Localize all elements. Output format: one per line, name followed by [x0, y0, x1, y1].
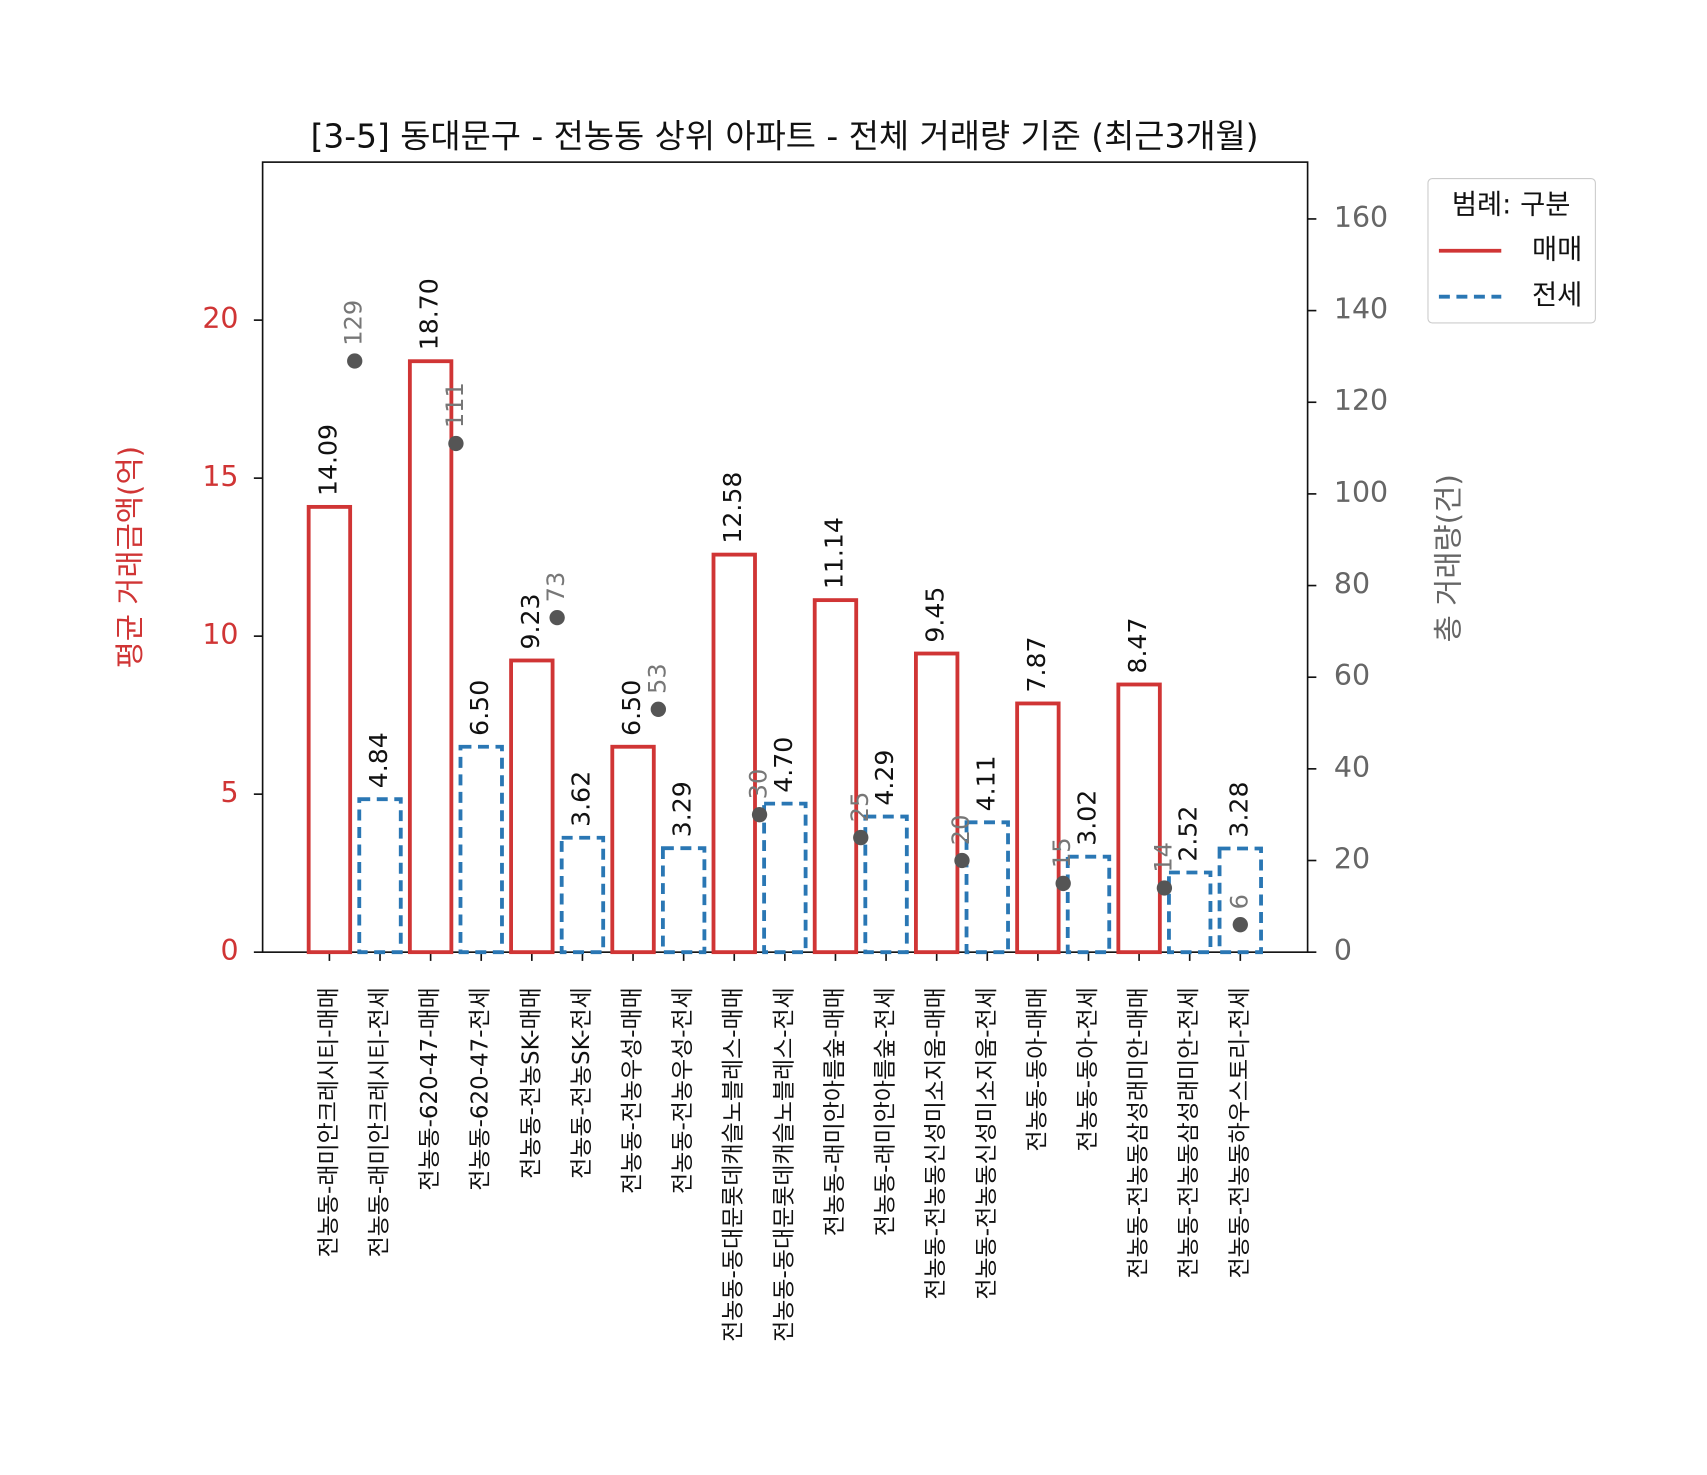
bar — [509, 658, 555, 955]
y-tick-label: 5 — [220, 776, 238, 809]
count-label: 53 — [643, 663, 671, 694]
x-tick-label: 전농동-전농우성-매매 — [620, 987, 646, 1194]
count-dot — [650, 701, 667, 717]
bar — [610, 744, 656, 955]
x-tick-label: 전농동-래미안아름숲-전세 — [873, 987, 899, 1236]
y2-tick-label: 80 — [1334, 568, 1370, 601]
count-label: 129 — [340, 300, 368, 346]
bar — [914, 651, 960, 955]
x-tick-label: 전농동-전농동신성미소지움-매매 — [923, 987, 949, 1299]
bar-value-label: 7.87 — [1022, 636, 1051, 692]
count-label: 25 — [846, 792, 874, 823]
bar-value-label: 18.70 — [415, 278, 444, 350]
bar-value-label: 9.45 — [921, 587, 950, 643]
bar — [1015, 701, 1061, 955]
y-tick-label: 20 — [202, 302, 238, 335]
y-tick-label: 0 — [220, 934, 238, 967]
bar — [1116, 682, 1162, 955]
y-axis-label: 평균 거래금액(억) — [113, 446, 147, 669]
y2-tick-label: 120 — [1334, 384, 1388, 417]
bar — [660, 846, 707, 955]
legend-label: 매매 — [1532, 234, 1582, 265]
x-tick-label: 전농동-래미안아름숲-매매 — [822, 987, 848, 1236]
bar-value-label: 8.47 — [1123, 618, 1152, 674]
bar-value-label: 14.09 — [313, 424, 342, 496]
count-label: 6 — [1225, 894, 1253, 909]
count-label: 111 — [441, 382, 469, 428]
count-label: 30 — [745, 769, 773, 800]
y2-tick-label: 140 — [1334, 293, 1388, 326]
bar-value-label: 4.11 — [971, 755, 1000, 811]
legend-box — [1427, 177, 1596, 324]
bar-value-label: 12.58 — [718, 472, 747, 544]
x-tick-label: 전농동-전농동하우스토리-전세 — [1227, 987, 1253, 1278]
x-tick-label: 전농동-동대문롯데캐슬노블레스-매매 — [721, 987, 747, 1342]
bar-value-label: 3.02 — [1072, 790, 1101, 846]
count-label: 73 — [542, 572, 570, 603]
count-dot — [1055, 875, 1071, 892]
bar-value-label: 6.50 — [617, 680, 646, 736]
x-tick-label: 전농동-620-47-매매 — [417, 987, 443, 1191]
y2-tick-label: 20 — [1334, 843, 1370, 876]
bar-value-label: 4.29 — [870, 750, 899, 806]
count-label: 15 — [1048, 837, 1076, 868]
x-tick-label: 전농동-전농동신성미소지움-전세 — [974, 987, 1000, 1299]
bar — [407, 359, 454, 955]
count-dot — [853, 829, 869, 846]
bar — [559, 835, 606, 955]
y2-tick-label: 160 — [1334, 201, 1388, 234]
bar-value-label: 4.70 — [769, 737, 798, 793]
x-tick-label: 전농동-동아-매매 — [1024, 987, 1050, 1151]
bar — [1167, 870, 1213, 955]
bar-value-label: 4.84 — [364, 732, 393, 788]
y2-tick-label: 40 — [1334, 751, 1370, 784]
y2-axis-label: 총 거래량(건) — [1431, 474, 1465, 642]
bar-value-label: 3.29 — [668, 781, 697, 837]
bar — [812, 598, 859, 955]
bar — [863, 814, 909, 955]
x-tick-label: 전농동-전농우성-전세 — [670, 987, 696, 1194]
y2-tick-label: 0 — [1334, 934, 1352, 967]
x-tick-label: 전농동-전농SK-전세 — [569, 987, 595, 1179]
y2-tick-label: 100 — [1334, 476, 1388, 509]
bar — [762, 801, 808, 955]
bar-value-label: 11.14 — [819, 517, 848, 589]
x-tick-label: 전농동-전농SK-매매 — [518, 987, 544, 1179]
x-tick-label: 전농동-동대문롯데캐슬노블레스-전세 — [771, 987, 797, 1342]
x-tick-label: 전농동-동아-전세 — [1075, 987, 1101, 1151]
x-tick-label: 전농동-래미안크레시티-전세 — [367, 987, 393, 1257]
count-label: 20 — [947, 815, 975, 846]
y-tick-label: 10 — [202, 618, 238, 651]
bar-value-label: 2.52 — [1174, 806, 1203, 862]
count-dot — [448, 435, 464, 452]
x-tick-label: 전농동-래미안크레시티-매매 — [316, 987, 342, 1257]
bar-value-label: 3.62 — [566, 771, 595, 827]
count-dot — [1232, 917, 1248, 933]
legend-title: 범례: 구분 — [1452, 189, 1571, 220]
y-tick-label: 15 — [202, 460, 238, 493]
bar-value-label: 3.28 — [1224, 782, 1253, 838]
x-tick-label: 전농동-620-47-전세 — [468, 987, 494, 1191]
chart-title: [3-5] 동대문구 - 전농동 상위 아파트 - 전체 거래량 기준 (최근3… — [311, 118, 1259, 156]
x-tick-label: 전농동-전농동삼성래미안-전세 — [1176, 987, 1202, 1278]
bar — [306, 504, 353, 955]
bar — [1217, 846, 1263, 955]
legend-label: 전세 — [1532, 280, 1582, 311]
bar — [458, 744, 504, 955]
bar — [1065, 854, 1112, 955]
count-dot — [751, 807, 768, 823]
bar — [964, 820, 1010, 955]
bar-value-label: 6.50 — [465, 680, 494, 736]
count-dot — [347, 353, 363, 369]
bar — [357, 797, 403, 955]
bar-value-label: 9.23 — [516, 594, 545, 650]
x-tick-label: 전농동-전농동삼성래미안-매매 — [1126, 987, 1152, 1278]
bar — [711, 552, 757, 955]
count-dot — [549, 609, 565, 626]
count-dot — [954, 852, 970, 869]
y2-tick-label: 60 — [1334, 659, 1370, 692]
count-dot — [1156, 880, 1173, 896]
count-label: 14 — [1149, 842, 1177, 873]
